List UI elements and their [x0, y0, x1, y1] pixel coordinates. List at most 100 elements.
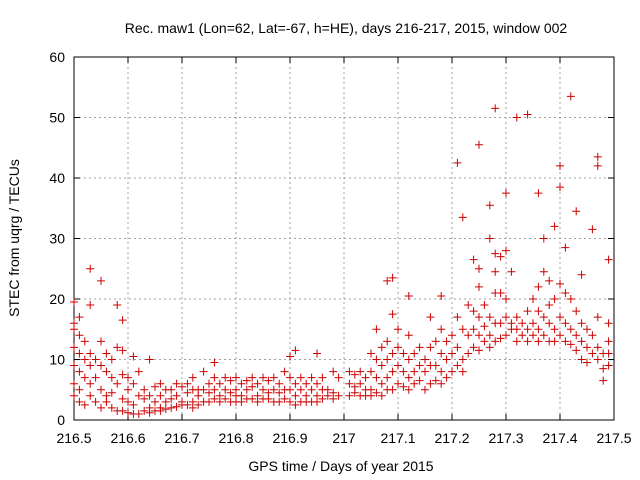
data-point [572, 331, 581, 340]
data-point [485, 331, 494, 340]
data-point [140, 385, 149, 394]
data-point [210, 385, 219, 394]
data-point [237, 379, 246, 388]
data-point [313, 397, 321, 406]
data-point [269, 373, 278, 382]
data-point [518, 331, 527, 340]
data-point [86, 264, 95, 273]
y-tick-label: 50 [49, 110, 65, 126]
x-axis-label: GPS time / Days of year 2015 [248, 458, 433, 474]
data-point [437, 349, 446, 358]
data-point [350, 388, 359, 397]
data-point [334, 391, 343, 400]
data-point [70, 343, 78, 352]
data-point [215, 397, 224, 406]
data-point [75, 331, 84, 340]
data-point [102, 397, 111, 406]
data-point [367, 391, 375, 400]
data-point [205, 379, 213, 388]
data-point [556, 331, 564, 340]
data-point [529, 295, 537, 303]
data-point [426, 313, 435, 322]
y-axis-label: STEC from uqrg / TECUs [6, 159, 22, 317]
data-point [75, 367, 84, 376]
data-point [253, 397, 262, 406]
data-point [491, 267, 500, 276]
data-point [550, 325, 559, 334]
data-point [329, 394, 338, 403]
data-point [107, 373, 116, 382]
data-point [399, 349, 408, 358]
data-point [377, 361, 386, 370]
data-point [485, 234, 494, 243]
data-point [124, 385, 132, 394]
chart-title: Rec. maw1 (Lon=62, Lat=-67, h=HE), days … [125, 20, 568, 36]
data-point [523, 307, 532, 316]
data-point [566, 325, 575, 334]
data-point [259, 385, 267, 394]
data-point [167, 394, 176, 403]
data-point [475, 264, 483, 273]
data-point [534, 325, 543, 334]
data-point [183, 400, 192, 409]
data-point [404, 291, 413, 300]
data-point [556, 279, 564, 288]
data-point [388, 349, 397, 358]
data-point [188, 373, 197, 382]
data-point [291, 346, 300, 355]
data-point [469, 307, 478, 316]
data-point [318, 373, 327, 382]
data-point [161, 397, 170, 406]
x-tick-label: 217.5 [596, 430, 631, 446]
data-point [313, 379, 321, 388]
data-point [80, 400, 89, 409]
data-point [286, 397, 294, 406]
data-point [107, 355, 116, 364]
data-point [102, 349, 111, 358]
data-point [421, 367, 429, 376]
data-point [70, 325, 78, 334]
data-point [199, 385, 208, 394]
data-point [577, 355, 586, 364]
data-point [91, 373, 100, 382]
data-point [75, 397, 84, 406]
data-point [70, 298, 78, 307]
x-tick-label: 217.1 [380, 430, 415, 446]
data-point [604, 255, 613, 264]
data-point [550, 222, 559, 231]
data-point [70, 361, 78, 370]
data-point [156, 406, 165, 415]
data-point [226, 388, 235, 397]
data-point [377, 379, 386, 388]
data-point [86, 301, 95, 310]
data-point [458, 213, 467, 222]
x-tick-label: 216.8 [218, 430, 253, 446]
data-point [291, 400, 300, 409]
data-point [512, 113, 521, 122]
data-point [86, 361, 95, 370]
data-point [345, 367, 354, 376]
data-point [431, 361, 440, 370]
data-point [588, 331, 597, 340]
data-point [221, 394, 230, 403]
data-point [491, 249, 500, 258]
y-tick-labels: 0 10 20 30 40 50 60 [49, 49, 65, 428]
data-point [431, 337, 440, 346]
data-point [469, 255, 478, 264]
data-point [475, 313, 483, 322]
data-point [458, 367, 467, 376]
data-point [107, 403, 116, 412]
data-point [593, 355, 602, 364]
data-point [134, 367, 143, 376]
data-point [221, 385, 230, 394]
data-point [485, 313, 494, 322]
data-point [588, 225, 597, 234]
data-point [194, 391, 203, 400]
data-point [442, 337, 451, 346]
data-point [577, 337, 586, 346]
data-point [75, 385, 84, 394]
data-point [415, 343, 424, 352]
data-point [496, 319, 505, 328]
data-point [275, 397, 284, 406]
data-point [469, 343, 478, 352]
